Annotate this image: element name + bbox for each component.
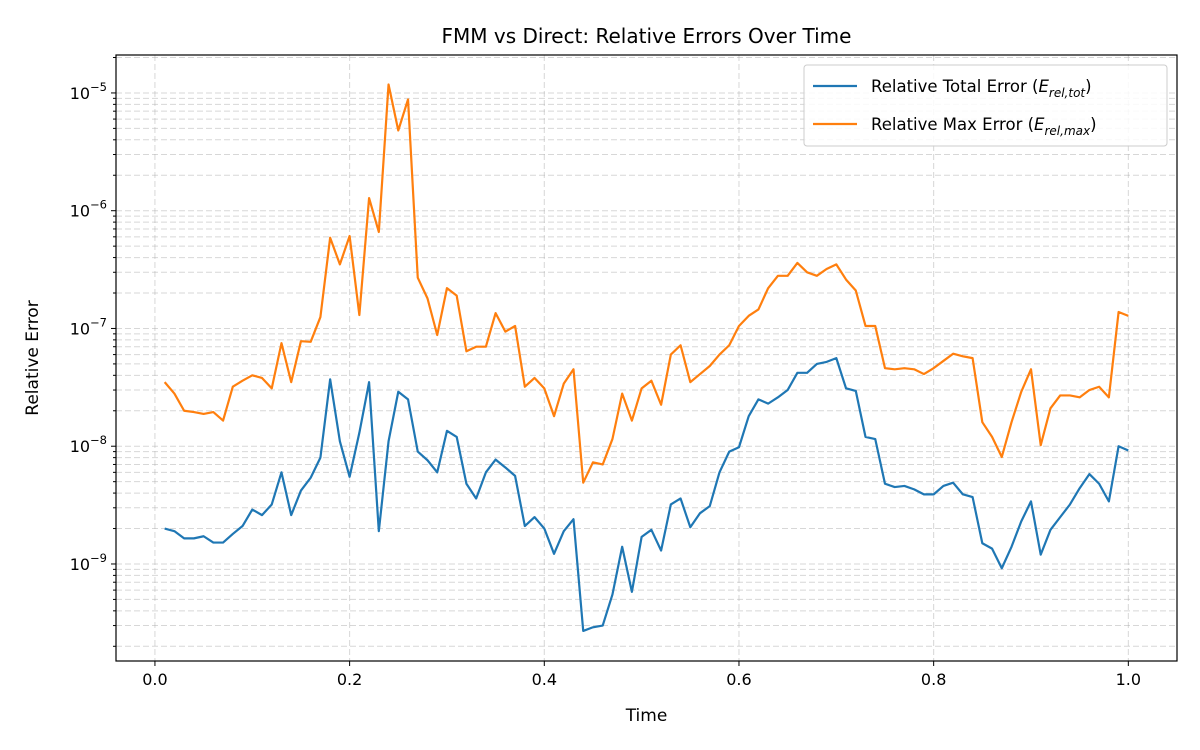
y-tick-label: 10−9 [70, 551, 107, 574]
y-tick-label: 10−5 [70, 80, 107, 103]
x-tick-label: 0.8 [921, 670, 946, 689]
legend-label-total-error: Relative Total Error (Erel,tot) [871, 77, 1092, 100]
chart-title: FMM vs Direct: Relative Errors Over Time [442, 24, 852, 48]
y-tick-label: 10−6 [70, 198, 107, 221]
y-axis-ticks: 10−9 10−8 10−7 10−6 10−5 [70, 56, 116, 647]
x-tick-label: 0.2 [337, 670, 362, 689]
legend: Relative Total Error (Erel,tot) Relative … [803, 64, 1168, 147]
legend-label-max-error: Relative Max Error (Erel,max) [871, 115, 1097, 138]
y-tick-label: 10−7 [70, 315, 107, 338]
x-tick-label: 0.6 [726, 670, 751, 689]
series-line-total-error [164, 357, 1129, 633]
legend-box [803, 64, 1168, 147]
x-axis-label: Time [625, 706, 668, 726]
plot-frame [115, 54, 1178, 662]
x-tick-label: 0.4 [532, 670, 557, 689]
y-tick-label: 10−8 [70, 433, 107, 456]
y-axis-label: Relative Error [23, 300, 43, 415]
x-axis-ticks: 0.0 0.2 0.4 0.6 0.8 1.0 [142, 661, 1141, 689]
x-grid-lines [154, 55, 1129, 661]
series-line-max-error [163, 83, 1129, 484]
x-tick-label: 1.0 [1116, 670, 1141, 689]
x-tick-label: 0.0 [142, 670, 167, 689]
series-layer [163, 83, 1129, 633]
